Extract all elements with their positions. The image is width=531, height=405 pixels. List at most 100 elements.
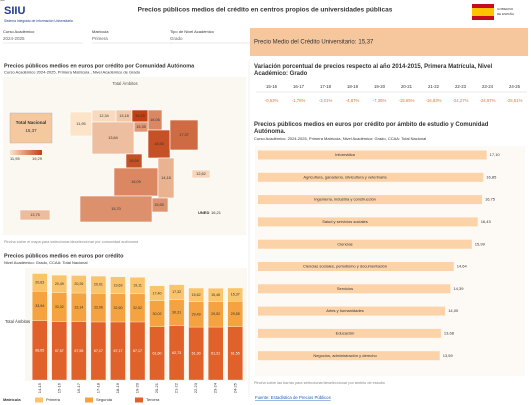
column-header: 17-18 xyxy=(320,84,332,89)
bar[interactable] xyxy=(258,284,451,294)
legend-swatch xyxy=(85,397,93,403)
bar[interactable] xyxy=(258,172,484,182)
segment-label: 20,26 xyxy=(74,282,83,286)
segment-label: 15,62 xyxy=(192,293,201,297)
region-label: 15,55 xyxy=(154,203,164,207)
region-label: 18,55 xyxy=(154,142,164,146)
region-label: 11,95 xyxy=(76,122,85,126)
bar-segment[interactable] xyxy=(51,274,67,293)
segment-label: 29,52 xyxy=(211,312,220,316)
bar[interactable] xyxy=(258,328,441,338)
segment-label: 20,01 xyxy=(94,283,103,287)
total-label: Total Nacional xyxy=(16,120,46,125)
bar[interactable] xyxy=(258,150,487,160)
segment-label: 67,17 xyxy=(133,349,142,353)
segment-label: 61,55 xyxy=(231,351,240,355)
region-label: 19,29 xyxy=(135,114,145,118)
bar-value: 16,85 xyxy=(486,174,497,179)
change-value: -24,27% xyxy=(452,98,468,103)
filter-value[interactable]: 2024-2025 xyxy=(3,36,25,41)
category-label: Servicios xyxy=(337,286,353,291)
bar-segment[interactable] xyxy=(149,285,165,301)
filter-label: Tipo de Nivel Académico xyxy=(170,29,215,34)
region-label: 14,18 xyxy=(161,176,171,180)
bar[interactable] xyxy=(258,195,482,205)
bar-value: 14,00 xyxy=(448,308,459,313)
region-label: 13,18 xyxy=(119,114,129,118)
segment-label: 61,31 xyxy=(211,351,220,355)
region-label: 15,35 xyxy=(136,125,146,129)
bar-segment[interactable] xyxy=(188,287,204,302)
bar-segment[interactable] xyxy=(129,277,146,295)
bar[interactable] xyxy=(258,262,454,271)
uned-label: UNED xyxy=(198,210,209,215)
bar[interactable] xyxy=(258,239,472,249)
bar-value: 16,43 xyxy=(481,219,492,224)
segment-label: 19,63 xyxy=(113,283,122,287)
segment-label: 30,31 xyxy=(172,311,181,315)
bar-segment[interactable] xyxy=(71,275,87,294)
region-label: 12,60 xyxy=(0,0,5,2)
bar-segment[interactable] xyxy=(32,273,48,292)
x-tick-label: 19-20 xyxy=(135,382,140,393)
segment-label: 30,02 xyxy=(153,312,162,316)
x-tick-label: 15-16 xyxy=(56,382,61,393)
region[interactable] xyxy=(191,169,211,179)
region[interactable] xyxy=(79,195,153,223)
segment-label: 67,57 xyxy=(55,349,64,353)
change-value: -24,97% xyxy=(479,98,495,103)
region-label: 12,62 xyxy=(196,172,206,176)
x-tick-label: 22-23 xyxy=(193,382,198,393)
kpi-label: Precio Medio del Crédito Universitario: xyxy=(254,40,357,46)
segment-label: 33,32 xyxy=(55,305,64,309)
segment-label: 32,52 xyxy=(133,306,142,310)
bar-segment[interactable] xyxy=(168,284,185,300)
bar-segment[interactable] xyxy=(227,287,243,302)
segment-label: 29,49 xyxy=(192,312,201,316)
segment-label: 67,17 xyxy=(94,349,103,353)
column-header: 16-17 xyxy=(293,84,305,89)
source-link[interactable]: Fuente: Estadística de Precios Públicos xyxy=(255,395,331,400)
bar[interactable] xyxy=(258,217,478,227)
bar-value: 13,68 xyxy=(444,330,455,335)
region-label: 13,75 xyxy=(30,213,40,217)
legend-max: 19,29 xyxy=(32,156,43,161)
region-label: 16,06 xyxy=(150,118,160,122)
column-header: 20-21 xyxy=(401,84,413,89)
kpi-box xyxy=(250,28,528,56)
region[interactable] xyxy=(169,119,199,151)
change-value: -15,65% xyxy=(398,98,414,103)
region[interactable] xyxy=(91,121,135,155)
region-label: 17,37 xyxy=(179,133,189,137)
region[interactable] xyxy=(113,167,159,197)
region-label: 13,64 xyxy=(108,136,118,140)
total-box[interactable] xyxy=(9,112,53,144)
region[interactable] xyxy=(19,209,51,221)
filter-value[interactable]: Grado xyxy=(170,36,183,41)
bar[interactable] xyxy=(258,351,440,361)
filter-value[interactable]: Primera xyxy=(92,36,108,41)
bar-segment[interactable] xyxy=(110,276,126,294)
region-label: 12,34 xyxy=(99,114,109,118)
segment-label: 15,46 xyxy=(211,293,220,297)
hbar-subtitle: Curso Académico: 2024-2025, Primera Matr… xyxy=(254,136,426,141)
filter-label: Curso Académico xyxy=(3,29,35,34)
bar-segment[interactable] xyxy=(208,288,224,302)
change-value: -4,87% xyxy=(346,98,360,103)
map-title: Precios públicos medios en euros por cré… xyxy=(4,63,195,69)
segment-label: 15,37 xyxy=(231,293,240,297)
x-tick-label: 24-25 xyxy=(232,382,237,393)
legend-label: Tercera xyxy=(146,397,160,402)
bar[interactable] xyxy=(258,306,446,316)
segment-label: 33,14 xyxy=(74,305,83,309)
logo-sub: Sistema Integrado de Información Univers… xyxy=(4,19,73,23)
bar-segment[interactable] xyxy=(90,275,107,294)
stack-title: Precios públicos medios en euros por cré… xyxy=(4,253,124,259)
segment-label: 17,40 xyxy=(153,291,162,295)
hbar-note: Pincha sobre las barras para seleccionar… xyxy=(254,381,385,385)
x-tick-label: 18-19 xyxy=(115,382,120,393)
column-header: 23-24 xyxy=(482,84,494,89)
segment-label: 20,49 xyxy=(55,282,64,286)
change-value: -16,83% xyxy=(425,98,441,103)
